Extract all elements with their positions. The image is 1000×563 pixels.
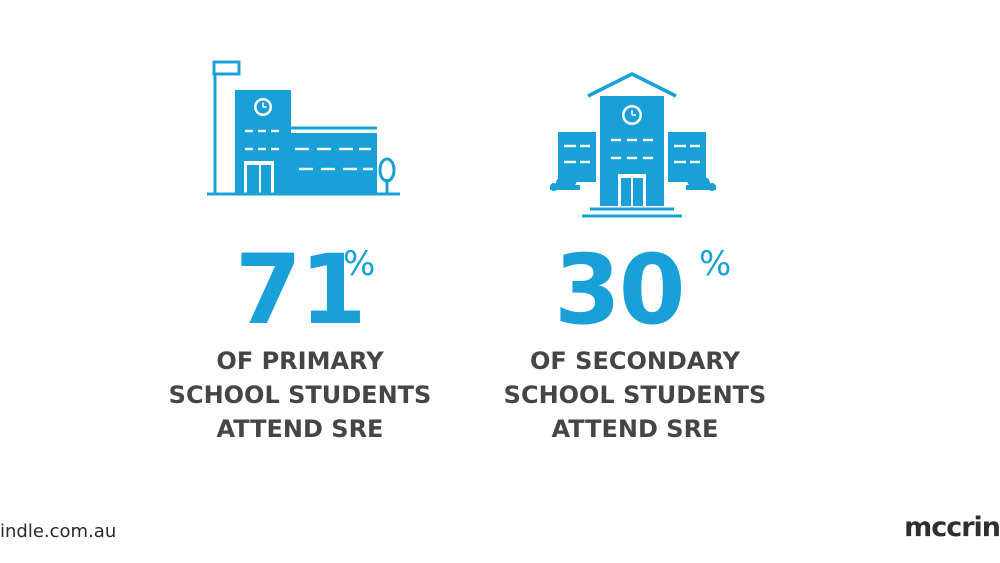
primary-caption-line-2: SCHOOL STUDENTS [168,381,432,409]
secondary-caption-line-1: OF SECONDARY [530,347,740,375]
secondary-caption-line-3: ATTEND SRE [551,415,719,443]
brand-logo: mccrin [904,512,1000,543]
primary-percent-sign: % [343,244,376,284]
stat-primary: 71 % OF PRIMARY SCHOOL STUDENTS ATTEND S… [150,0,450,450]
primary-caption: OF PRIMARY SCHOOL STUDENTS ATTEND SRE [150,344,450,446]
stat-secondary: 30 % OF SECONDARY SCHOOL STUDENTS ATTEND… [480,0,790,450]
secondary-school-icon [548,70,718,220]
secondary-caption: OF SECONDARY SCHOOL STUDENTS ATTEND SRE [480,344,790,446]
primary-caption-line-3: ATTEND SRE [216,415,384,443]
secondary-caption-line-2: SCHOOL STUDENTS [503,381,767,409]
secondary-percent-sign: % [699,244,732,284]
footer-url[interactable]: indle.com.au [0,521,117,542]
primary-caption-line-1: OF PRIMARY [216,347,384,375]
primary-school-icon [205,55,405,200]
secondary-value: 30 [554,234,686,346]
secondary-number-row: 30 % [480,240,790,340]
primary-value: 71 [235,234,367,346]
primary-number-row: 71 % [150,240,450,340]
